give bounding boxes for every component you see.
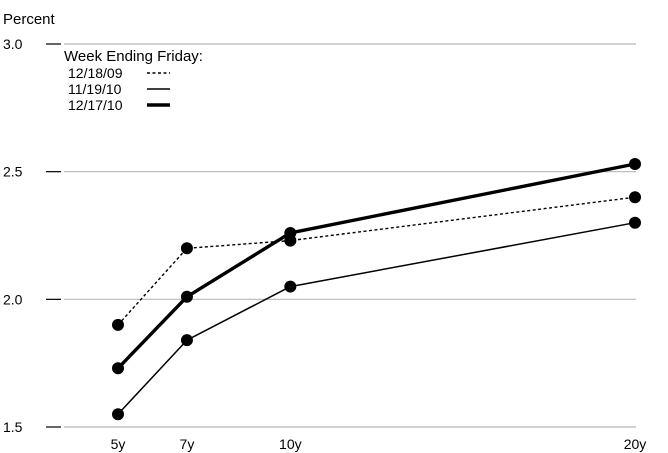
x-tick-label: 20y <box>624 436 647 452</box>
y-tick-label: 2.0 <box>3 291 23 307</box>
data-point <box>629 158 641 171</box>
data-point <box>284 280 297 293</box>
x-tick-label: 7y <box>180 436 195 452</box>
legend: Week Ending Friday: 12/18/0911/19/1012/1… <box>64 48 203 113</box>
series-line <box>117 196 636 326</box>
data-point <box>629 216 641 229</box>
data-point <box>284 226 297 239</box>
data-point <box>112 408 124 421</box>
legend-title: Week Ending Friday: <box>64 48 203 65</box>
series-line <box>117 221 636 415</box>
data-point <box>180 334 193 347</box>
x-tick-label: 5y <box>111 436 126 452</box>
legend-label: 12/18/09 <box>68 65 123 81</box>
x-axis-ticks: 5y 7y 10y 20y <box>111 436 647 452</box>
data-point <box>112 318 124 331</box>
y-axis-label: Percent <box>3 11 56 28</box>
grid-layer <box>64 43 636 428</box>
x-tick-label: 10y <box>279 436 302 452</box>
y-tick-label: 1.5 <box>3 419 23 435</box>
series-line <box>116 162 636 370</box>
legend-label: 11/19/10 <box>68 81 122 97</box>
data-point <box>180 290 193 303</box>
data-point <box>180 242 193 255</box>
series-layer <box>112 158 641 421</box>
y-axis-ticks: 1.5 2.0 2.5 3.0 <box>3 36 61 435</box>
data-point <box>629 191 641 204</box>
y-tick-label: 2.5 <box>3 164 23 180</box>
legend-label: 12/17/10 <box>68 97 123 113</box>
y-tick-label: 3.0 <box>3 36 23 52</box>
data-point <box>112 362 124 375</box>
